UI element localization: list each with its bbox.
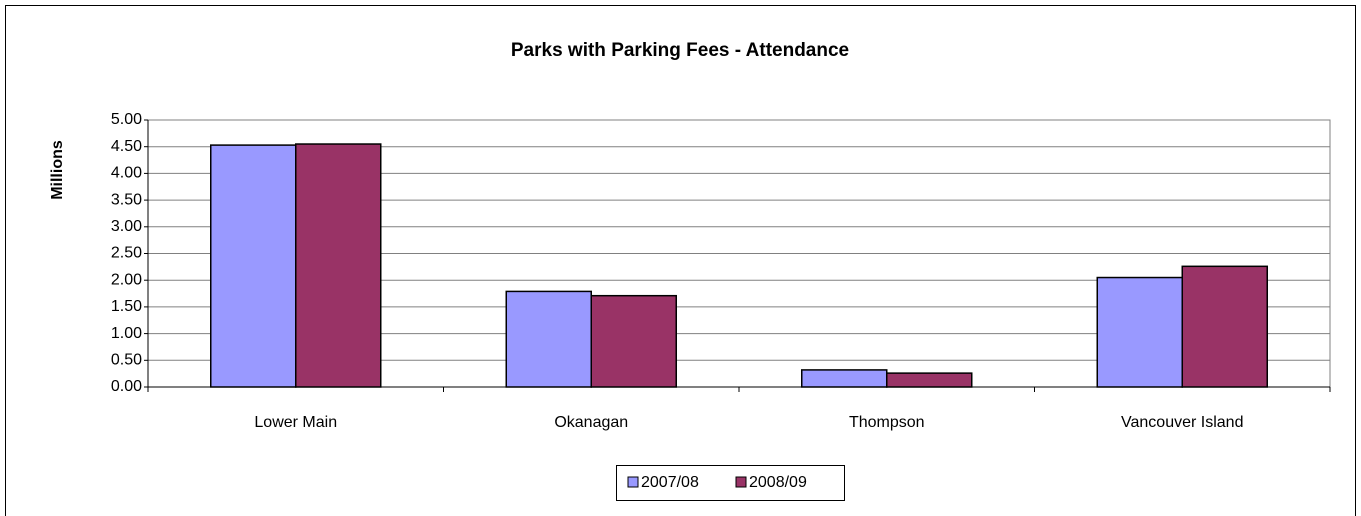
y-tick-label: 1.00 — [111, 325, 142, 342]
y-tick-label: 3.00 — [111, 218, 142, 235]
legend-label: 2007/08 — [641, 474, 699, 491]
y-tick-label: 0.50 — [111, 352, 142, 369]
y-tick-label: 5.00 — [111, 111, 142, 128]
bar — [886, 372, 973, 388]
x-tick-label: Vancouver Island — [1121, 414, 1243, 431]
bar — [505, 290, 592, 388]
legend-swatch — [735, 476, 747, 488]
x-tick-label: Thompson — [849, 414, 925, 431]
bar — [801, 369, 888, 388]
bar — [1181, 265, 1268, 388]
bar — [590, 294, 677, 388]
legend-label: 2008/09 — [749, 474, 807, 491]
bar — [295, 143, 382, 388]
y-tick-label: 4.00 — [111, 165, 142, 182]
legend-swatch — [627, 476, 639, 488]
bar — [210, 144, 297, 388]
x-tick-label: Okanagan — [554, 414, 628, 431]
y-tick-label: 1.50 — [111, 298, 142, 315]
y-axis-label: Millions — [49, 140, 66, 200]
y-tick-label: 2.50 — [111, 245, 142, 262]
x-tick-label: Lower Main — [254, 414, 337, 431]
y-tick-label: 2.00 — [111, 271, 142, 288]
bar — [1096, 276, 1183, 388]
y-tick-label: 0.00 — [111, 378, 142, 395]
y-tick-label: 3.50 — [111, 191, 142, 208]
chart-title: Parks with Parking Fees - Attendance — [511, 40, 849, 61]
y-tick-label: 4.50 — [111, 138, 142, 155]
legend-box — [616, 465, 845, 501]
